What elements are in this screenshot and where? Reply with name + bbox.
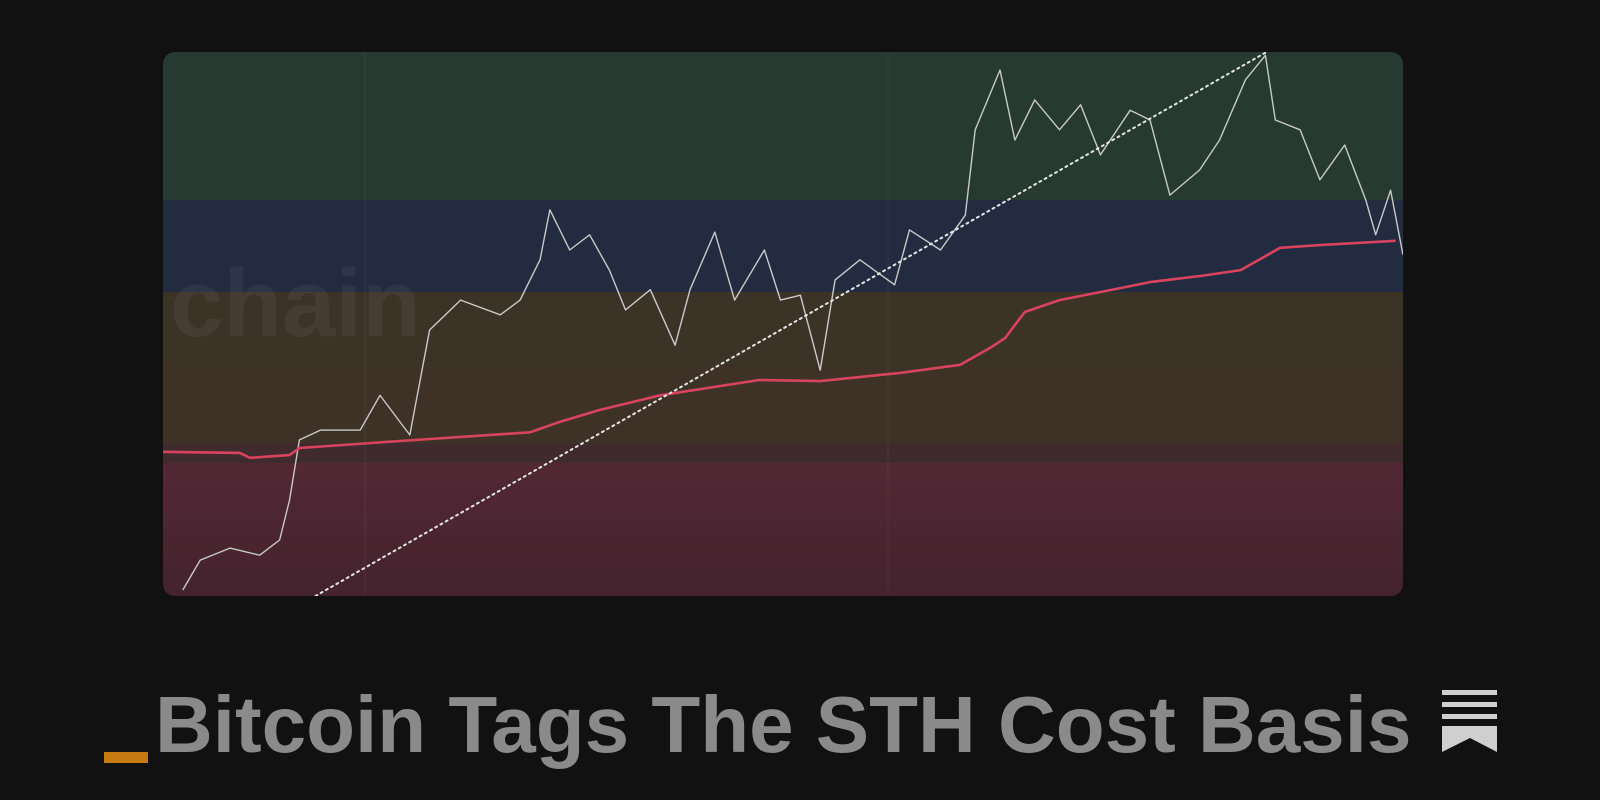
band [163,463,1403,596]
series-line [314,52,1268,596]
title-accent [104,752,148,763]
series-line [182,54,1403,591]
chart-title: Bitcoin Tags The STH Cost Basis [155,680,1411,769]
band [163,52,1403,200]
plot [163,52,1403,596]
icon [1442,690,1497,752]
band [163,292,1403,365]
band [163,365,1403,443]
watermark: chain [170,250,421,357]
band [163,443,1403,463]
bands: chain [163,52,1403,596]
series-line [163,239,1396,460]
